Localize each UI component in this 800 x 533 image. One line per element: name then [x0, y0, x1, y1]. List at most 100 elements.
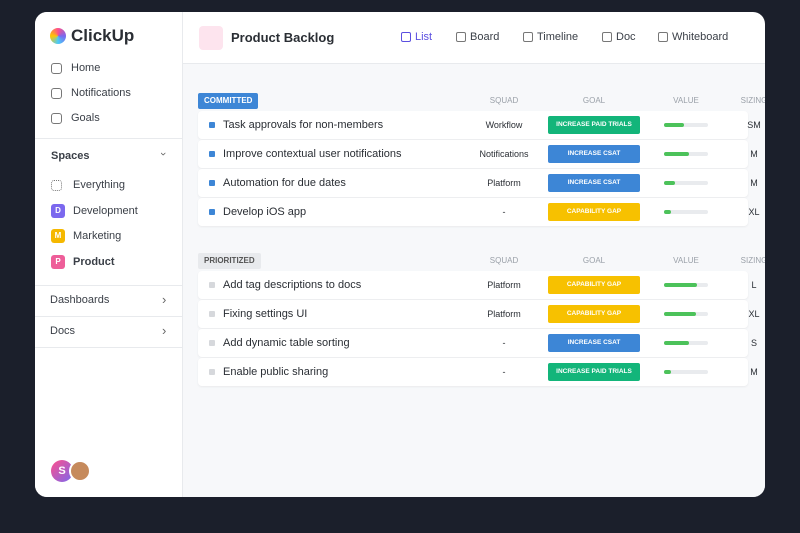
column-header: VALUE: [673, 256, 699, 265]
sizing: L: [751, 280, 757, 290]
value-bar: [664, 370, 672, 374]
task-name[interactable]: Develop iOS app: [223, 206, 307, 218]
task-name[interactable]: Fixing settings UI: [223, 308, 308, 320]
view-tab[interactable]: Whiteboard: [672, 31, 729, 43]
header: Product Backlog List Board Timeline Doc Whit…: [183, 12, 765, 64]
squad: Workflow: [485, 120, 523, 130]
squad: -: [502, 367, 506, 377]
nav-item[interactable]: Goals: [71, 112, 100, 124]
nav-icon: [51, 63, 62, 74]
sizing: XL: [748, 207, 760, 217]
column-header: GOAL: [582, 256, 606, 265]
goal-badge: INCREASE CSAT: [548, 145, 640, 163]
space-icon: P: [51, 254, 65, 269]
view-icon: [401, 32, 411, 42]
goal-badge: CAPABILITY GAP: [548, 305, 640, 323]
sizing: S: [750, 338, 757, 348]
sidebar: ClickUp Home Notifications Goals Spaces › Eve…: [35, 12, 183, 497]
view-icon: [456, 32, 466, 42]
divider: [35, 347, 182, 348]
value-bar: [664, 283, 697, 287]
section-item[interactable]: Dashboards: [50, 294, 110, 306]
view-tab[interactable]: Doc: [616, 31, 636, 43]
status-dot: [209, 282, 215, 288]
spaces-title[interactable]: Spaces: [51, 150, 90, 162]
status-dot: [209, 369, 215, 375]
list-view: COMMITTED SQUAD GOAL VALUE SIZING Task approv…: [183, 64, 765, 497]
column-header: GOAL: [582, 96, 606, 105]
value-bar: [664, 152, 690, 156]
value-bar: [664, 123, 684, 127]
divider: [35, 138, 182, 139]
view-tab[interactable]: Board: [470, 31, 500, 43]
value-track: [664, 152, 708, 156]
value-track: [664, 283, 708, 287]
task-row[interactable]: Automation for due dates Platform INCREASE…: [198, 169, 758, 197]
backlog-icon: [199, 26, 223, 50]
sizing: M: [750, 178, 758, 188]
column-header: SQUAD: [489, 256, 519, 265]
task-name[interactable]: Enable public sharing: [223, 366, 329, 378]
divider: [35, 316, 182, 317]
task-name[interactable]: Add dynamic table sorting: [223, 337, 350, 349]
task-row[interactable]: Enable public sharing - INCREASE PAID TRIA…: [198, 358, 758, 386]
task-name[interactable]: Add tag descriptions to docs: [223, 279, 362, 291]
view-tab[interactable]: List: [415, 31, 433, 43]
nav-item[interactable]: Notifications: [71, 87, 131, 99]
value-track: [664, 370, 708, 374]
value-track: [664, 181, 708, 185]
squad: -: [502, 338, 506, 348]
logo: [50, 28, 66, 44]
space-icon: M: [51, 229, 65, 243]
task-row[interactable]: Develop iOS app - CAPABILITY GAP XL: [198, 198, 760, 226]
value-track: [664, 312, 708, 316]
nav-icon: [51, 88, 62, 99]
status-dot: [209, 209, 215, 215]
chevron: ›: [162, 292, 167, 307]
task-row[interactable]: Fixing settings UI Platform CAPABILITY GAP…: [198, 300, 760, 328]
space-item[interactable]: Marketing: [73, 230, 122, 242]
status-dot: [209, 340, 215, 346]
view-tab[interactable]: Timeline: [537, 31, 579, 43]
task-row[interactable]: Add tag descriptions to docs Platform CAPA…: [198, 271, 757, 299]
squad: -: [502, 207, 506, 217]
space-item[interactable]: Everything: [73, 179, 125, 191]
sizing: M: [750, 149, 758, 159]
task-row[interactable]: Improve contextual user notifications Not…: [198, 140, 758, 168]
view-icon: [602, 32, 612, 42]
task-name[interactable]: Automation for due dates: [223, 177, 346, 189]
task-name[interactable]: Improve contextual user notifications: [223, 148, 402, 160]
avatar-photo: [69, 460, 91, 482]
value-bar: [664, 312, 697, 316]
avatar[interactable]: S: [51, 460, 73, 482]
task-row[interactable]: Task approvals for non-members Workflow IN…: [198, 111, 761, 139]
section-item[interactable]: Docs: [50, 325, 76, 337]
group-label[interactable]: COMMITTED: [198, 93, 259, 109]
squad: Platform: [487, 309, 521, 319]
sizing: SM: [747, 120, 761, 130]
value-bar: [664, 210, 672, 214]
column-header: SIZING: [740, 96, 765, 105]
task-row[interactable]: Add dynamic table sorting - INCREASE CSAT S: [198, 329, 757, 357]
sizing: XL: [748, 309, 760, 319]
value-bar: [664, 181, 675, 185]
value-track: [664, 123, 708, 127]
space-item[interactable]: Development: [73, 204, 138, 217]
status-dot: [209, 151, 215, 157]
task-name[interactable]: Task approvals for non-members: [223, 119, 384, 131]
squad: Platform: [487, 280, 521, 290]
space-icon: [51, 180, 62, 191]
divider: [35, 285, 182, 286]
squad: Notifications: [479, 149, 529, 159]
column-header: VALUE: [673, 96, 699, 105]
goal-badge: INCREASE PAID TRIALS: [548, 363, 640, 381]
sizing: M: [750, 367, 758, 377]
space-item[interactable]: Product: [73, 255, 115, 268]
app-window: ClickUp Home Notifications Goals Spaces › Eve…: [35, 12, 765, 497]
nav-item[interactable]: Home: [71, 62, 101, 74]
group-label[interactable]: PRIORITIZED: [198, 253, 261, 269]
page-title: Product Backlog: [231, 30, 335, 45]
value-track: [664, 341, 708, 345]
chevron: ›: [162, 323, 167, 338]
